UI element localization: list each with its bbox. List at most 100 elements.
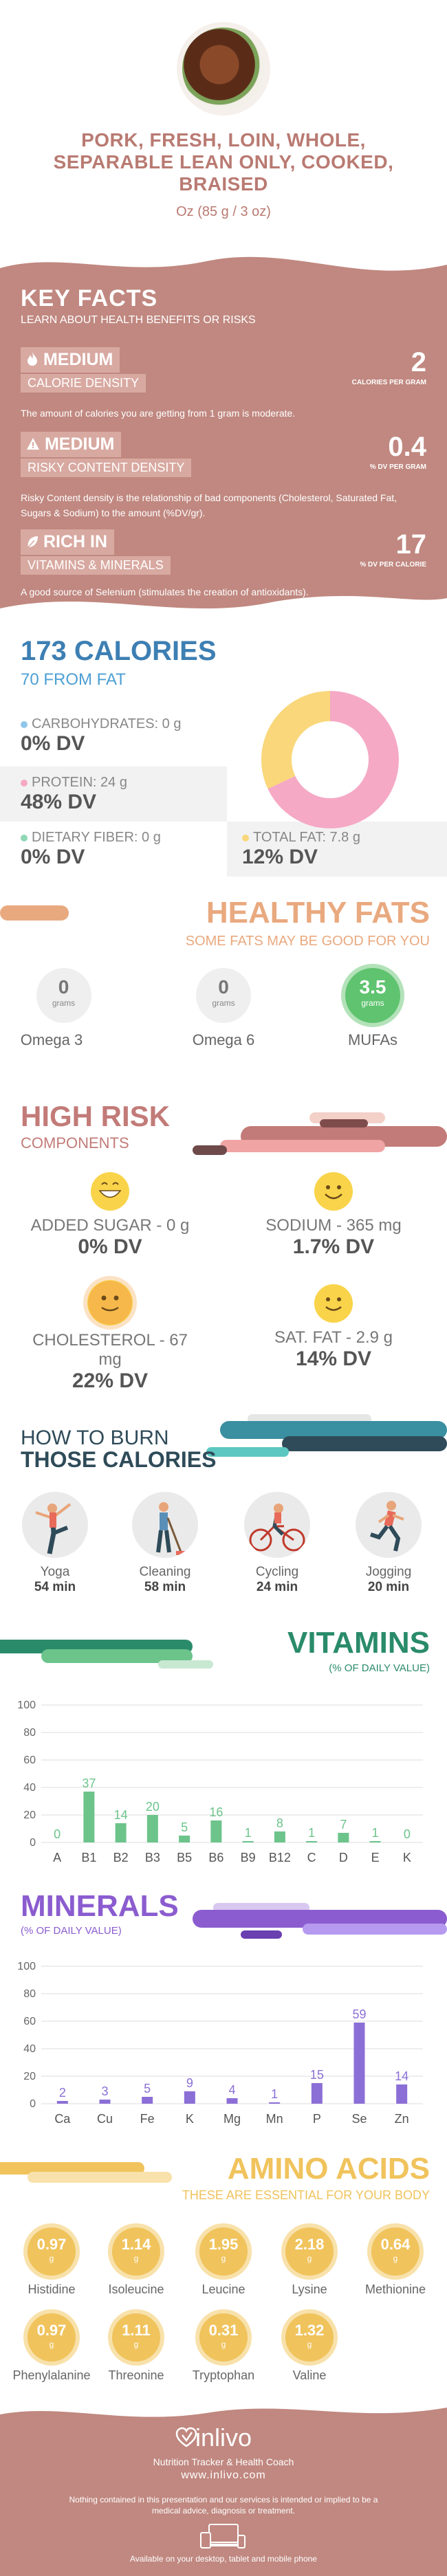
jogging-icon bbox=[356, 1492, 422, 1558]
amino-value-circle: 1.32 g bbox=[285, 2313, 334, 2362]
amino-label: Lysine bbox=[292, 2282, 327, 2296]
heart-logo-icon bbox=[175, 2427, 197, 2449]
burn-cleaning: Cleaning 58 min bbox=[113, 1492, 217, 1595]
fat-unit: grams bbox=[212, 998, 235, 1008]
y-tick-label: 20 bbox=[23, 1809, 36, 1821]
decorative-bar bbox=[0, 905, 69, 921]
decorative-bars bbox=[193, 1112, 447, 1155]
amino-unit: g bbox=[133, 2340, 139, 2349]
high-risk-title: HIGH RISK bbox=[21, 1100, 171, 1132]
fact-value: 0.4 bbox=[388, 432, 426, 462]
amino-unit: g bbox=[307, 2254, 312, 2263]
fat-omega6: 0 grams Omega 6 bbox=[193, 968, 275, 1049]
bar-value-label: 1 bbox=[372, 1826, 379, 1840]
y-tick-label: 100 bbox=[17, 1699, 36, 1711]
amino-acids-title: AMINO ACIDS bbox=[227, 2152, 430, 2186]
bar-value-label: 1 bbox=[271, 2087, 278, 2101]
calories-from-fat: 70 FROM FAT bbox=[21, 670, 126, 689]
amino-methionine: 0.64 g Methionine bbox=[354, 2227, 437, 2297]
nutrient-dv: 12% DV bbox=[242, 846, 318, 868]
fact-label: CALORIE DENSITY bbox=[21, 374, 146, 393]
amino-value: 0.97 bbox=[36, 2322, 67, 2339]
fat-value: 3.5 bbox=[359, 976, 386, 998]
donut-slice-fat bbox=[261, 691, 399, 828]
bar bbox=[269, 2102, 281, 2104]
fat-value-circle: 3.5 grams bbox=[345, 968, 400, 1023]
amino-unit: g bbox=[393, 2254, 398, 2263]
bar-value-label: 5 bbox=[181, 1820, 188, 1834]
bar bbox=[210, 1820, 222, 1842]
decorative-bars bbox=[193, 1903, 447, 1939]
bar-value-label: 2 bbox=[59, 2086, 66, 2100]
footer bbox=[0, 2399, 447, 2576]
x-tick-label: P bbox=[313, 2112, 321, 2126]
risk-added-sugar: ADDED SUGAR - 0 g 0% DV bbox=[21, 1172, 199, 1259]
fat-omega3: 0 grams Omega 3 bbox=[21, 968, 103, 1049]
key-facts-section: KEY FACTS LEARN ABOUT HEALTH BENEFITS OR… bbox=[0, 237, 447, 622]
legend-dot bbox=[21, 835, 28, 841]
fat-unit: grams bbox=[361, 998, 384, 1008]
x-tick-label: K bbox=[403, 1851, 411, 1864]
x-tick-label: E bbox=[371, 1851, 380, 1864]
macros-donut-chart bbox=[261, 691, 399, 828]
activity-time: 20 min bbox=[367, 1580, 410, 1594]
amino-label: Threonine bbox=[108, 2368, 164, 2382]
disclaimer: Nothing contained in this presentation a… bbox=[69, 2495, 378, 2516]
amino-unit: g bbox=[49, 2254, 54, 2263]
amino-value: 1.11 bbox=[122, 2322, 151, 2339]
fact-description: A good source of Selenium (stimulates th… bbox=[21, 586, 309, 597]
warning-icon bbox=[26, 436, 40, 450]
smile-face-icon bbox=[314, 1284, 353, 1323]
activity-time: 58 min bbox=[144, 1580, 186, 1594]
x-tick-label: B2 bbox=[113, 1851, 129, 1864]
brand-name: inlivo bbox=[195, 2423, 252, 2452]
leaf-icon bbox=[26, 533, 39, 548]
x-tick-label: Mn bbox=[266, 2112, 283, 2126]
availability-note: Available on your desktop, tablet and mo… bbox=[130, 2554, 317, 2564]
wave-divider bbox=[0, 237, 447, 271]
burn-yoga: Yoga 54 min bbox=[3, 1492, 107, 1595]
wave-divider bbox=[0, 595, 447, 622]
bar-value-label: 0 bbox=[404, 1827, 411, 1841]
bar-value-label: 4 bbox=[228, 2083, 235, 2097]
y-tick-label: 40 bbox=[23, 2043, 36, 2055]
fact-value: 2 bbox=[411, 347, 426, 377]
vitamins-bar-chart: 0 20 40 60 80 100 0 A 37 B1 14 B2 20 B3 5 B5 16 B6 1 B9 8 B12… bbox=[17, 1699, 423, 1864]
fact-unit: CALORIES PER GRAM bbox=[351, 379, 426, 386]
risk-dv: 14% DV bbox=[295, 1347, 372, 1370]
bar bbox=[369, 1841, 381, 1842]
x-tick-label: D bbox=[339, 1851, 348, 1864]
brand-tagline: Nutrition Tracker & Health Coach bbox=[153, 2456, 294, 2467]
bar bbox=[306, 1841, 318, 1842]
fat-label: Omega 6 bbox=[192, 1031, 255, 1048]
bar bbox=[179, 1836, 190, 1842]
nutrient-label: CARBOHYDRATES: 0 g bbox=[32, 716, 182, 731]
nutrient-dv: 48% DV bbox=[21, 791, 97, 813]
amino-value: 2.18 bbox=[294, 2236, 325, 2253]
brand-url[interactable]: www.inlivo.com bbox=[181, 2469, 266, 2481]
amino-leucine: 1.95 g Leucine bbox=[182, 2227, 265, 2297]
fact-vitamins-minerals: RICH IN VITAMINS & MINERALS 17 % DV PER … bbox=[21, 529, 426, 612]
vitamins-subtitle: (% OF DAILY VALUE) bbox=[329, 1662, 430, 1674]
y-tick-label: 100 bbox=[17, 1961, 36, 1972]
fact-unit: % DV PER GRAM bbox=[369, 463, 426, 471]
x-tick-label: B6 bbox=[208, 1851, 224, 1864]
x-tick-label: K bbox=[186, 2112, 194, 2126]
bar-value-label: 20 bbox=[146, 1800, 160, 1814]
amino-unit: g bbox=[133, 2254, 139, 2263]
amino-threonine: 1.11 g Threonine bbox=[95, 2313, 177, 2383]
minerals-bar-chart: 0 20 40 60 80 100 2 Ca 3 Cu 5 Fe 9 K 4 Mg 1 Mn 15 P 59 Se 14 Zn bbox=[17, 1961, 423, 2126]
fat-value: 0 bbox=[58, 976, 69, 998]
y-tick-label: 80 bbox=[23, 1727, 36, 1739]
amino-label: Valine bbox=[292, 2368, 327, 2382]
amino-label: Methionine bbox=[364, 2282, 426, 2296]
amino-value: 0.64 bbox=[380, 2236, 411, 2253]
amino-value: 0.31 bbox=[208, 2322, 239, 2339]
amino-unit: g bbox=[307, 2340, 312, 2349]
bar bbox=[115, 1823, 127, 1842]
x-tick-label: B9 bbox=[241, 1851, 256, 1864]
y-tick-label: 40 bbox=[23, 1782, 36, 1794]
risk-label: SAT. FAT - 2.9 g bbox=[274, 1328, 393, 1347]
decorative-bars bbox=[206, 1414, 447, 1457]
cycling-icon bbox=[244, 1492, 310, 1558]
